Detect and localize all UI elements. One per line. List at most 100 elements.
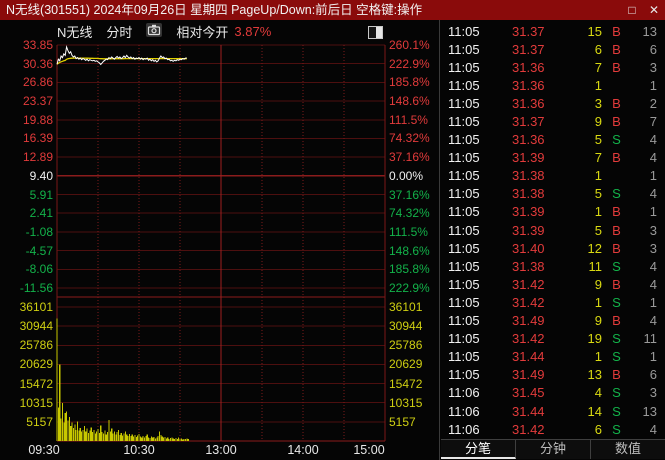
trade-time: 11:05	[448, 95, 480, 111]
trade-count: 4	[649, 421, 657, 437]
trade-direction-flag: S	[612, 331, 621, 347]
close-button[interactable]: ✕	[648, 3, 660, 17]
trade-row[interactable]: 11:05 31.42 9 B 4	[441, 275, 665, 293]
trade-volume: 6	[594, 421, 602, 437]
trade-time: 11:05	[448, 349, 480, 365]
trade-count: 2	[649, 95, 657, 111]
trade-time: 11:05	[448, 204, 480, 220]
intraday-chart-panel[interactable]: N无线 分时 相对今开 3.87% 33.85 30.36 26.86 23.37 19…	[0, 20, 440, 460]
trade-row[interactable]: 11:06 31.44 14 S 13	[441, 402, 665, 420]
trade-price: 31.40	[512, 240, 545, 256]
trade-price: 31.36	[512, 95, 545, 111]
trade-time: 11:06	[448, 385, 480, 401]
trade-price: 31.39	[512, 222, 545, 238]
trade-row[interactable]: 11:05 31.37 15 B 13	[441, 22, 665, 40]
trade-volume: 5	[594, 222, 602, 238]
trade-row[interactable]: 11:06 31.42 6 S 4	[441, 420, 665, 438]
stock-name-label: N无线	[57, 24, 93, 40]
percent-axis-tick: 0.00%	[389, 168, 424, 183]
trade-volume: 12	[587, 240, 602, 256]
tab-数值[interactable]: 数值	[614, 441, 641, 456]
trade-time: 11:05	[448, 150, 480, 166]
percent-axis-tick: 148.6%	[389, 94, 430, 109]
trade-price: 31.36	[512, 59, 545, 75]
trade-volume: 1	[594, 168, 602, 184]
title-bar: N无线(301551) 2024年09月26日 星期四 PageUp/Down:…	[0, 0, 665, 20]
trade-count: 1	[649, 77, 657, 93]
trade-row[interactable]: 11:05 31.37 9 B 7	[441, 112, 665, 130]
time-axis-tick: 15:00	[353, 443, 385, 457]
window-title: N无线(301551) 2024年09月26日 星期四 PageUp/Down:…	[6, 3, 423, 17]
trade-count: 6	[649, 41, 657, 57]
trade-price: 31.38	[512, 258, 545, 274]
trade-count: 4	[649, 186, 657, 202]
volume-axis-tick: 5157	[26, 414, 53, 429]
trade-count: 1	[649, 349, 657, 365]
trade-time: 11:05	[448, 313, 480, 329]
trade-row[interactable]: 11:05 31.36 7 B 3	[441, 58, 665, 76]
trade-row[interactable]: 11:05 31.36 5 S 4	[441, 131, 665, 149]
price-axis-tick: 23.37	[22, 94, 53, 109]
trade-time: 11:06	[448, 421, 480, 437]
trade-row[interactable]: 11:05 31.39 7 B 4	[441, 149, 665, 167]
trade-price: 31.42	[512, 294, 545, 310]
trade-row[interactable]: 11:05 31.42 19 S 11	[441, 330, 665, 348]
price-axis-tick: 33.85	[22, 38, 53, 52]
trade-time: 11:06	[448, 403, 480, 419]
trade-row[interactable]: 11:05 31.38 11 S 4	[441, 257, 665, 275]
trade-price: 31.39	[512, 150, 545, 166]
trade-volume: 7	[594, 59, 602, 75]
trade-time: 11:05	[448, 222, 480, 238]
tick-trade-panel: 11:05 31.37 15 B 13 11:05 31.37 6 B 6 11:05 31.36 7 B…	[441, 20, 665, 460]
trade-direction-flag: B	[612, 276, 621, 292]
trade-row[interactable]: 11:05 31.49 9 B 4	[441, 312, 665, 330]
trade-count: 6	[649, 367, 657, 383]
trade-volume: 3	[594, 95, 602, 111]
trade-row[interactable]: 11:05 31.36 3 B 2	[441, 94, 665, 112]
trade-row[interactable]: 11:05 31.38 1 1	[441, 167, 665, 185]
trade-time: 11:05	[448, 41, 480, 57]
trade-direction-flag: S	[612, 421, 621, 437]
trade-volume: 14	[587, 403, 602, 419]
trade-price: 31.37	[512, 23, 545, 39]
volume-axis-tick: 15472	[19, 376, 53, 391]
trade-count: 13	[642, 23, 657, 39]
volume-axis-tick: 20629	[19, 357, 53, 372]
price-axis-tick: -11.56	[19, 281, 53, 295]
trade-volume: 9	[594, 313, 602, 329]
trade-row[interactable]: 11:05 31.39 5 B 3	[441, 221, 665, 239]
tab-分钟[interactable]: 分钟	[516, 440, 591, 459]
trade-row[interactable]: 11:05 31.37 6 B 6	[441, 40, 665, 58]
percent-axis-tick: 37.16%	[389, 187, 430, 202]
trade-row[interactable]: 11:05 31.49 13 B 6	[441, 366, 665, 384]
trade-count: 1	[649, 294, 657, 310]
trade-row[interactable]: 11:05 31.36 1 1	[441, 76, 665, 94]
trade-time: 11:05	[448, 114, 480, 130]
chart-canvas[interactable]	[0, 20, 440, 460]
trade-row[interactable]: 11:05 31.38 5 S 4	[441, 185, 665, 203]
trade-direction-flag: B	[612, 313, 621, 329]
panel-toggle-icon[interactable]	[368, 26, 383, 39]
camera-icon[interactable]	[146, 22, 163, 40]
trade-direction-flag: S	[612, 186, 621, 202]
trade-row[interactable]: 11:05 31.42 1 S 1	[441, 293, 665, 311]
percent-axis-tick: 185.8%	[389, 75, 430, 90]
time-axis-tick: 09:30	[28, 443, 60, 457]
trade-count: 11	[643, 331, 658, 347]
volume-axis-tick: 25786	[389, 338, 423, 353]
trade-volume: 4	[594, 385, 602, 401]
trade-row[interactable]: 11:05 31.39 1 B 1	[441, 203, 665, 221]
volume-axis-tick: 15472	[389, 376, 423, 391]
trade-direction-flag: B	[612, 222, 621, 238]
trade-row[interactable]: 11:05 31.40 12 B 3	[441, 239, 665, 257]
percent-axis-tick: 74.32%	[389, 206, 430, 221]
tab-分笔[interactable]: 分笔	[441, 440, 516, 459]
trade-direction-flag: B	[612, 95, 621, 111]
trade-price: 31.36	[512, 77, 545, 93]
price-axis-tick: -8.06	[25, 262, 53, 277]
maximize-button[interactable]: □	[628, 3, 636, 17]
trade-row[interactable]: 11:05 31.44 1 S 1	[441, 348, 665, 366]
trade-direction-flag: S	[612, 132, 621, 148]
trade-row[interactable]: 11:06 31.45 4 S 3	[441, 384, 665, 402]
trade-price: 31.37	[512, 114, 545, 130]
